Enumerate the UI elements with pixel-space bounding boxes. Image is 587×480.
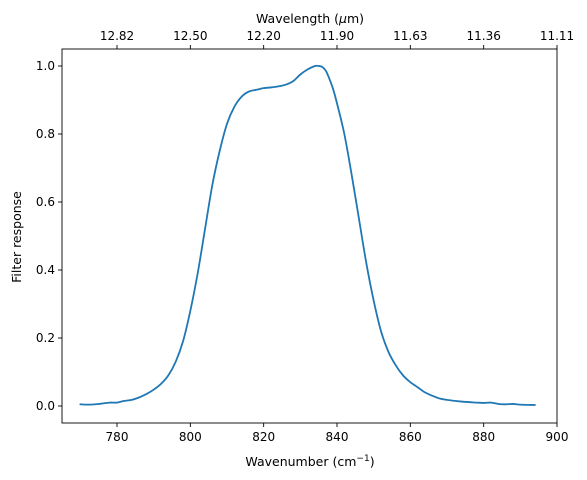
x-axis-label: Wavenumber (cm−1)	[245, 454, 374, 469]
y-axis-label: Filter response	[9, 191, 24, 283]
y-axis-ticks: 0.0 0.2 0.4 0.6 0.8 1.0	[36, 59, 62, 413]
x-tick-label: 820	[252, 430, 275, 444]
y-tick-label: 0.4	[36, 263, 55, 277]
y-tick-label: 0.8	[36, 127, 55, 141]
x-tick-label: 800	[179, 430, 202, 444]
top-tick-label: 12.82	[100, 29, 134, 43]
top-tick-label: 11.90	[320, 29, 354, 43]
axes-frame	[61, 48, 558, 424]
top-tick-label: 11.63	[393, 29, 427, 43]
plot-area	[79, 64, 536, 406]
x-tick-label: 900	[546, 430, 569, 444]
x-tick-label: 860	[399, 430, 422, 444]
series-line-filter-response	[79, 64, 536, 406]
top-tick-label: 11.36	[466, 29, 500, 43]
x-tick-label: 880	[472, 430, 495, 444]
top-tick-label: 12.20	[246, 29, 280, 43]
top-axis-ticks: 12.82 12.50 12.20 11.90 11.63 11.36 11.11	[100, 29, 574, 49]
y-tick-label: 0.0	[36, 399, 55, 413]
y-tick-label: 0.6	[36, 195, 55, 209]
top-axis-label: Wavelength (μm)	[256, 11, 364, 26]
top-tick-label: 12.50	[173, 29, 207, 43]
x-tick-label: 840	[326, 430, 349, 444]
x-tick-label: 780	[106, 430, 129, 444]
y-tick-label: 1.0	[36, 59, 55, 73]
x-axis-ticks: 780 800 820 840 860 880 900	[106, 423, 569, 444]
top-tick-label: 11.11	[540, 29, 574, 43]
y-tick-label: 0.2	[36, 331, 55, 345]
